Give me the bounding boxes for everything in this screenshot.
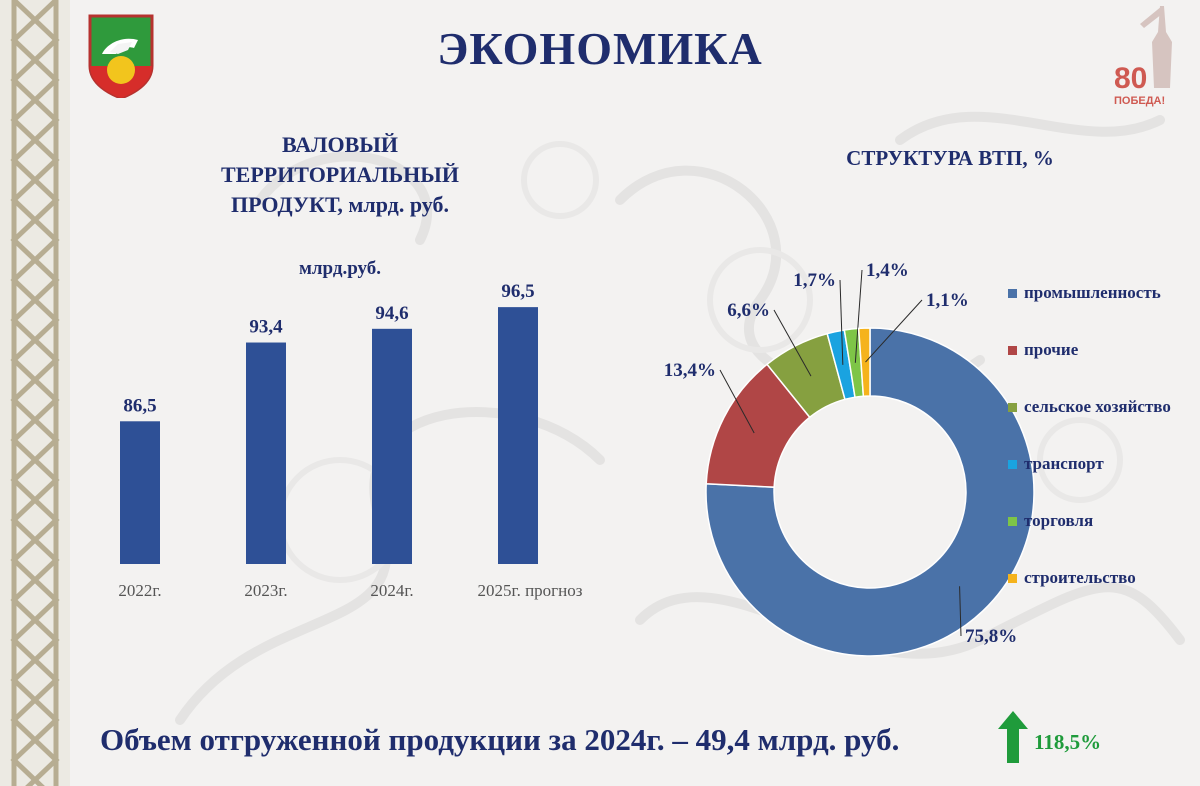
shipped-products-summary: Объем отгруженной продукции за 2024г. – …	[100, 722, 900, 757]
legend-swatch	[1008, 403, 1017, 412]
gtp-structure-donut-chart: 75,8% 13,4% 6,6% 1,7% 1,4% 1,1% промышленность…	[664, 260, 1171, 657]
legend-label: сельское хозяйство	[1024, 397, 1171, 416]
page-title: ЭКОНОМИКА	[437, 23, 763, 74]
legend-label: транспорт	[1024, 454, 1104, 473]
category-label: 2022г.	[118, 581, 161, 600]
slice-value-label: 6,6%	[727, 300, 770, 321]
slice-value-label: 1,7%	[793, 270, 836, 291]
bar-value-label: 96,5	[501, 281, 534, 302]
leader-line	[959, 586, 962, 637]
category-label: 2024г.	[370, 581, 413, 600]
bar	[246, 342, 286, 564]
leader-line	[719, 369, 755, 434]
victory-number: 80	[1114, 62, 1147, 95]
leader-line	[773, 309, 812, 377]
victory-word: ПОБЕДА!	[1114, 95, 1165, 107]
up-arrow-icon	[998, 711, 1028, 763]
legend-swatch	[1008, 460, 1017, 469]
bar-value-label: 86,5	[123, 395, 156, 416]
legend-swatch	[1008, 574, 1017, 583]
coat-of-arms-icon	[88, 14, 154, 98]
leader-line	[839, 279, 844, 365]
bar	[120, 421, 160, 564]
decorative-border	[0, 0, 70, 786]
bar-value-label: 94,6	[375, 303, 408, 324]
donut-slice	[857, 327, 871, 398]
legend-swatch	[1008, 289, 1017, 298]
slice-value-label: 75,8%	[965, 626, 1017, 647]
slice-value-label: 1,1%	[926, 290, 969, 311]
legend-swatch	[1008, 517, 1017, 526]
slice-value-label: 13,4%	[664, 360, 716, 381]
category-label: 2025г. прогноз	[478, 581, 583, 600]
legend-label: торговля	[1024, 511, 1093, 530]
pie-chart-title: СТРУКТУРА ВТП, %	[846, 146, 1054, 170]
legend-swatch	[1008, 346, 1017, 355]
bar-chart-unit-label: млрд.руб.	[298, 258, 382, 279]
bar-chart-title: ВАЛОВЫЙ ТЕРРИТОРИАЛЬНЫЙ ПРОДУКТ, млрд. р…	[220, 132, 460, 217]
legend-label: промышленность	[1024, 283, 1161, 302]
legend-label: строительство	[1024, 568, 1136, 587]
leader-line	[854, 269, 863, 363]
slice-value-label: 1,4%	[866, 260, 909, 281]
category-label: 2023г.	[244, 581, 287, 600]
gtp-bar-chart: 86,5 2022г. 93,4 2023г. 94,6 2024г. 96,5 2025г.…	[118, 281, 583, 600]
bar	[372, 328, 412, 564]
bar-value-label: 93,4	[249, 317, 283, 338]
leader-line	[865, 299, 923, 363]
donut-slice	[705, 327, 1035, 657]
growth-percentage: 118,5%	[1034, 730, 1102, 754]
legend-label: прочие	[1024, 340, 1079, 359]
victory-80-logo: 80 ПОБЕДА!	[1114, 6, 1172, 107]
bar	[498, 307, 538, 564]
